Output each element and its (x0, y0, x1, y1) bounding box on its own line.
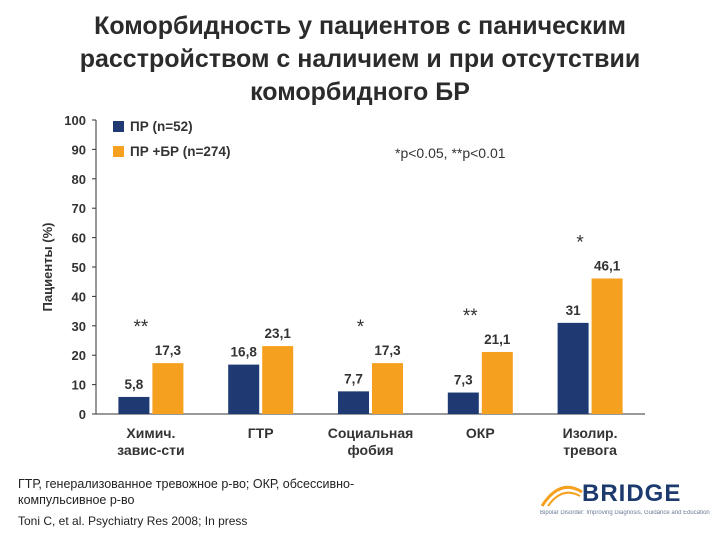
bar (338, 391, 369, 414)
bar-value-label: 7,3 (454, 373, 473, 388)
legend-label: ПР +БР (n=274) (130, 144, 230, 159)
bar (118, 396, 150, 414)
bar-value-label: 5,8 (125, 377, 144, 392)
title-line-1: Коморбидность у пациентов с паническим (94, 12, 626, 40)
bar (372, 363, 403, 414)
y-tick-label: 100 (64, 113, 86, 128)
bar-value-label: 17,3 (374, 343, 401, 358)
bar-value-label: 17,3 (155, 343, 182, 358)
bar (228, 364, 260, 414)
citation: Toni C, et al. Psychiatry Res 2008; In p… (18, 514, 248, 528)
bar (447, 392, 479, 414)
bar (152, 363, 184, 414)
y-tick-label: 10 (72, 378, 86, 393)
logo-tagline: Bipolar Disorder: Improving Diagnosis, G… (540, 510, 710, 516)
x-category-label: ГТР (248, 425, 274, 441)
y-tick-label: 70 (72, 201, 86, 216)
y-tick-label: 30 (72, 319, 86, 334)
x-category-label: тревога (563, 442, 617, 458)
bar-value-label: 7,7 (344, 371, 363, 386)
significance-marker: * (576, 232, 584, 253)
title-line-3: коморбидного БР (250, 78, 470, 106)
bar-value-label: 16,8 (231, 345, 258, 360)
y-tick-label: 40 (72, 289, 86, 304)
bar-value-label: 46,1 (594, 258, 621, 273)
bar (591, 278, 623, 414)
y-tick-label: 50 (72, 260, 86, 275)
legend-swatch (113, 121, 124, 132)
x-category-label: Социальная (328, 425, 414, 441)
abbreviation-footnote: ГТР, генерализованное тревожное р-во; ОК… (18, 476, 438, 508)
bar-value-label: 31 (566, 303, 582, 318)
y-tick-label: 80 (72, 172, 86, 187)
bar-value-label: 21,1 (484, 332, 511, 347)
significance-marker: * (357, 317, 365, 338)
bar (481, 351, 513, 414)
bridge-logo: BRIDGE Bipolar Disorder: Improving Diagn… (540, 476, 710, 526)
title-line-2: расстройством с наличием и при отсутстви… (79, 45, 641, 73)
y-tick-label: 90 (72, 142, 86, 157)
bridge-arch-icon (540, 485, 583, 507)
significance-marker: ** (134, 317, 149, 338)
footnote-line-2: компульсивное р-во (18, 493, 135, 507)
x-category-label: Изолир. (563, 425, 618, 441)
significance-note: *p<0.05, **p<0.01 (395, 145, 506, 161)
logo-name: BRIDGE (582, 480, 682, 507)
legend-label: ПР (n=52) (130, 119, 193, 134)
x-category-label: завис-сти (117, 442, 184, 458)
legend-swatch (113, 146, 124, 157)
bar-value-label: 23,1 (265, 326, 292, 341)
y-axis-label: Пациенты (%) (40, 223, 55, 312)
x-category-label: Химич. (126, 425, 175, 441)
y-tick-label: 60 (72, 231, 86, 246)
y-tick-label: 0 (79, 407, 86, 422)
bar (557, 322, 589, 414)
x-category-label: фобия (347, 442, 393, 458)
significance-marker: ** (463, 306, 478, 327)
footnote-line-1: ГТР, генерализованное тревожное р-во; ОК… (18, 477, 355, 491)
bar-chart: 0 10 20 30 40 50 60 70 80 90 100 Пациенты (%) 5,8 17,… (40, 113, 645, 458)
slide-title: Коморбидность у пациентов с паническим р… (20, 10, 700, 109)
x-category-label: ОКР (466, 425, 495, 441)
y-tick-label: 20 (72, 348, 86, 363)
bar (262, 346, 294, 414)
